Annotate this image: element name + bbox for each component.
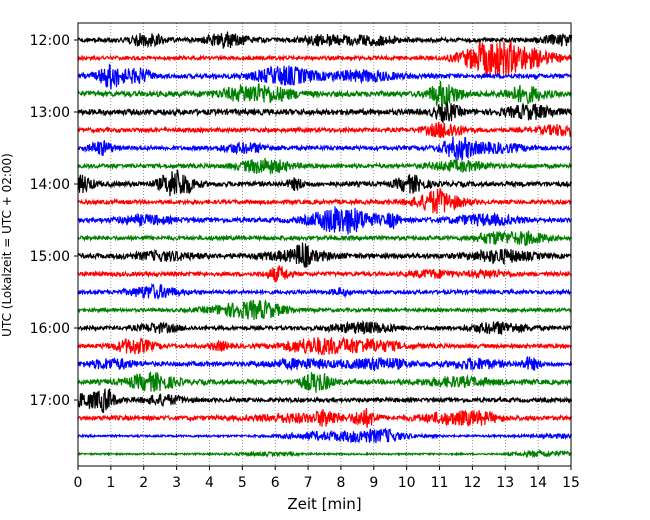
x-tick-label: 1 xyxy=(106,475,115,491)
trace-1445 xyxy=(77,230,573,247)
x-tick-label: 8 xyxy=(336,475,345,491)
x-tick-label: 10 xyxy=(398,475,416,491)
trace-1330 xyxy=(77,136,573,162)
trace-1715 xyxy=(77,408,573,428)
x-tick-label: 4 xyxy=(205,475,214,491)
trace-1245 xyxy=(77,80,573,107)
trace-1530 xyxy=(77,282,572,300)
y-tick-label: 15:00 xyxy=(30,249,70,265)
trace-1545 xyxy=(77,298,572,320)
y-tick-label: 16:00 xyxy=(30,321,70,337)
x-tick-label: 2 xyxy=(139,475,148,491)
y-axis-label: UTC (Lokalzeit = UTC + 02:00) xyxy=(0,153,14,337)
trace-1430 xyxy=(77,206,573,235)
y-tick-label: 12:00 xyxy=(30,33,70,49)
trace-1745 xyxy=(77,449,573,459)
y-tick-label: 13:00 xyxy=(30,105,70,121)
x-axis-ticks: 0 1 2 3 4 5 6 7 8 9 10 11 12 13 14 15 xyxy=(74,466,580,491)
x-tick-label: 6 xyxy=(271,475,280,491)
y-axis-ticks: 12:00 13:00 14:00 15:00 16:00 17:00 xyxy=(30,33,78,409)
trace-1645 xyxy=(77,371,573,393)
trace-group xyxy=(77,31,573,459)
trace-1415 xyxy=(77,188,573,214)
trace-1615 xyxy=(77,336,573,356)
x-tick-label: 14 xyxy=(529,475,547,491)
x-tick-label: 11 xyxy=(431,475,449,491)
x-tick-label: 5 xyxy=(238,475,247,491)
x-tick-label: 0 xyxy=(74,475,83,491)
x-tick-label: 15 xyxy=(562,475,580,491)
y-tick-label: 17:00 xyxy=(30,393,70,409)
plot-frame xyxy=(77,22,572,467)
trace-1230 xyxy=(77,63,573,90)
trace-1500 xyxy=(77,242,572,268)
trace-1700 xyxy=(77,388,573,413)
trace-1515 xyxy=(77,265,573,283)
trace-1300 xyxy=(77,101,573,124)
trace-1215 xyxy=(77,40,573,77)
trace-1730 xyxy=(77,428,573,444)
trace-1345 xyxy=(77,158,573,175)
x-tick-label: 7 xyxy=(304,475,313,491)
trace-1630 xyxy=(77,355,573,372)
x-tick-label: 12 xyxy=(463,475,481,491)
y-tick-label: 14:00 xyxy=(30,177,70,193)
trace-1400 xyxy=(77,169,573,197)
x-tick-label: 3 xyxy=(172,475,181,491)
x-axis-label: Zeit [min] xyxy=(287,495,361,513)
x-tick-label: 9 xyxy=(369,475,378,491)
trace-1200 xyxy=(77,31,573,49)
x-tick-label: 13 xyxy=(496,475,514,491)
trace-1315 xyxy=(77,121,572,139)
trace-1600 xyxy=(77,319,572,335)
